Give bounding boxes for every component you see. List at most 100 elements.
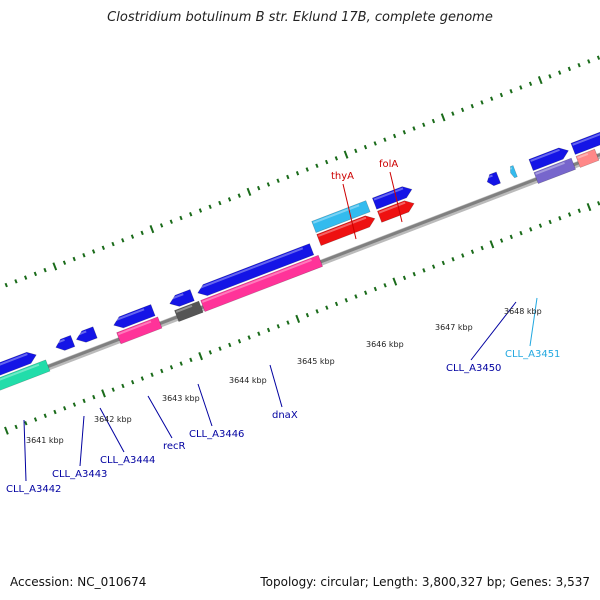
inner-tick [470, 249, 475, 254]
outer-tick [537, 75, 543, 85]
feature-CLL_A3451-highlight [509, 167, 513, 170]
map-title: Clostridium botulinum B str. Eklund 17B,… [107, 10, 493, 25]
inner-tick [140, 376, 145, 381]
outer-tick [149, 225, 155, 234]
outer-tick [246, 187, 252, 196]
inner-tick [558, 215, 562, 221]
outer-tick [24, 275, 28, 280]
gene-label-CLL_A3442: CLL_A3442 [6, 484, 61, 495]
feature-right-pink-highlight [577, 152, 589, 159]
outer-tick [286, 174, 290, 180]
outer-tick [189, 212, 193, 217]
outer-tick [315, 163, 319, 169]
leader-CLL_A3450 [470, 301, 517, 361]
inner-tick [451, 256, 455, 262]
inner-tick [286, 320, 290, 325]
feature-recR-upper [113, 304, 156, 329]
outer-tick [227, 197, 232, 202]
feature-right-blue-2-highlight [572, 133, 600, 146]
inner-tick [354, 294, 358, 299]
inner-tick [364, 290, 368, 295]
outer-tick [52, 262, 58, 271]
leader-recR [147, 395, 173, 439]
outer-tick [91, 249, 96, 254]
inner-tick [489, 240, 495, 249]
inner-tick [14, 424, 18, 430]
inner-tick [208, 350, 212, 355]
inner-tick [237, 338, 242, 344]
gene-labels: CLL_A3442 CLL_A3443 CLL_A3444 recRCLL_A3446… [6, 159, 560, 495]
inner-tick [441, 260, 445, 266]
feature-CLL_A3443-highlight [55, 338, 65, 345]
outer-tick [82, 253, 86, 258]
outer-tick [295, 171, 300, 176]
outer-tick [392, 133, 397, 139]
feature-CLL_A3451 [509, 165, 518, 179]
outer-tick [33, 271, 38, 277]
feature-thyA-highlight [312, 204, 360, 224]
leader-CLL_A3442 [23, 419, 27, 482]
feature-recR [116, 316, 163, 345]
leader-dnaX [269, 364, 283, 408]
outer-tick [373, 141, 377, 146]
inner-tick [412, 271, 416, 277]
inner-tick [276, 324, 280, 329]
gene-label-CLL_A3446: CLL_A3446 [189, 429, 244, 440]
inner-tick [597, 201, 600, 206]
leader-thyA [342, 183, 357, 240]
outer-tick [383, 137, 387, 142]
inner-tick [257, 331, 261, 336]
kbp-label: 3641 kbp [26, 436, 64, 445]
inner-tick [392, 277, 398, 286]
feature-thyA [311, 200, 371, 233]
gene-label-recR: recR [163, 441, 186, 452]
kbp-label: 3645 kbp [297, 357, 335, 366]
feature-dnaX-highlight [201, 259, 312, 303]
outer-tick [14, 279, 18, 284]
feature-folA-highlight [378, 201, 406, 214]
outer-tick [130, 234, 135, 239]
outer-tick [499, 92, 504, 98]
inner-tick [247, 335, 251, 340]
inner-tick [509, 234, 513, 240]
outer-tick [558, 70, 562, 75]
outer-tick [509, 89, 513, 94]
outer-tick [111, 241, 115, 247]
outer-tick [460, 107, 465, 113]
inner-tick [101, 389, 106, 398]
inner-tick [33, 417, 38, 422]
outer-tick [218, 200, 222, 206]
outer-tick [363, 144, 368, 150]
feature-dnaX-upper-highlight [196, 247, 304, 290]
feature-CLL_A3442-fwd-highlight [0, 353, 28, 366]
feature-CLL_A3450-highlight [486, 174, 493, 179]
inner-tick [218, 346, 222, 351]
kbp-label: 3643 kbp [162, 394, 200, 403]
inner-tick [43, 413, 47, 418]
gene-label-CLL_A3443: CLL_A3443 [52, 469, 107, 480]
inner-tick [586, 202, 592, 212]
leader-CLL_A3451 [529, 297, 538, 347]
feature-right-blue-highlight [530, 148, 560, 162]
outer-tick [4, 282, 8, 288]
feature-recR-upper-highlight [112, 308, 145, 323]
inner-tick [160, 368, 164, 374]
inner-tick [131, 379, 135, 385]
feature-thyA-red-highlight [318, 216, 367, 237]
feature-folA [377, 200, 415, 223]
accession-text: Accession: NC_010674 [10, 575, 147, 589]
kbp-scale-labels: 3641 kbp 3642 kbp 3643 kbp 3644 kbp 3645 kbp… [26, 307, 542, 445]
inner-tick [111, 387, 115, 392]
outer-tick [480, 100, 484, 105]
label-leader-lines [23, 171, 538, 482]
inner-tick [92, 394, 96, 400]
kbp-label: 3648 kbp [504, 307, 542, 316]
inner-tick [179, 361, 183, 366]
outer-tick-track [4, 55, 600, 288]
inner-tick [325, 305, 329, 310]
outer-tick [451, 111, 455, 116]
outer-tick [412, 126, 416, 131]
feature-right-blue [528, 147, 569, 171]
feature-folA-upper [371, 186, 413, 210]
outer-tick [548, 74, 552, 79]
